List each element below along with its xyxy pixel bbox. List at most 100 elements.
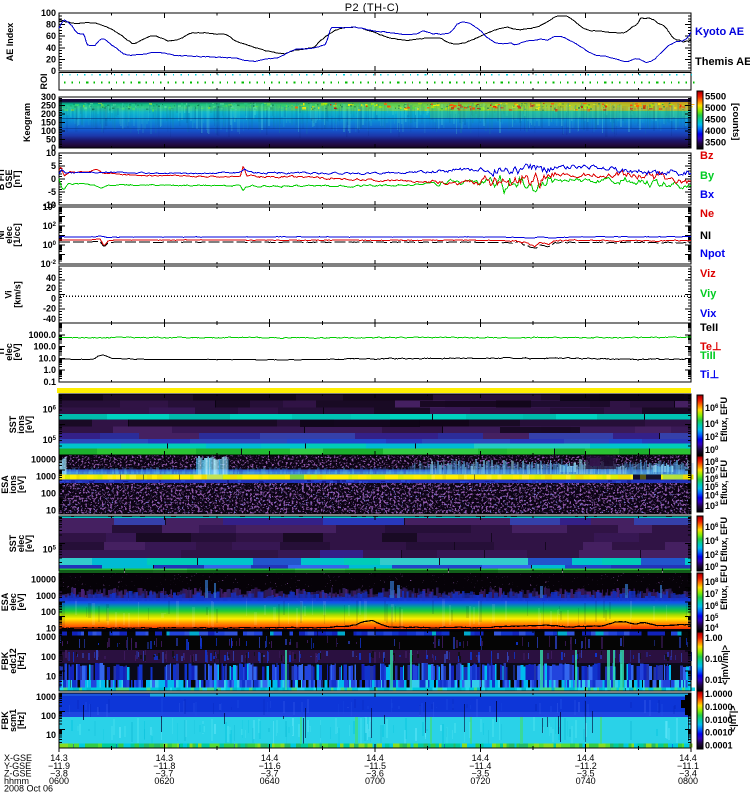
- svg-text:Bz: Bz: [700, 150, 714, 162]
- svg-text:100: 100: [41, 126, 56, 136]
- svg-text:AE Index: AE Index: [5, 23, 15, 62]
- svg-text:TeII: TeII: [700, 322, 718, 334]
- svg-text:10.0: 10.0: [38, 353, 56, 363]
- svg-text:105: 105: [43, 544, 57, 554]
- svg-text:10: 10: [46, 148, 56, 158]
- svg-text:100: 100: [43, 240, 57, 250]
- svg-text:1000: 1000: [36, 591, 56, 601]
- svg-text:0.0010: 0.0010: [705, 728, 733, 738]
- svg-text:Eflux, EFU: Eflux, EFU: [719, 565, 729, 610]
- svg-text:Eflux, EFU: Eflux, EFU: [719, 397, 729, 442]
- svg-text:14.4: 14.4: [366, 753, 384, 763]
- svg-text:−3.6: −3.6: [366, 769, 384, 779]
- svg-text:-5: -5: [48, 187, 56, 197]
- svg-text:108: 108: [705, 457, 719, 467]
- svg-text:[Hz]: [Hz]: [16, 712, 26, 729]
- svg-text:4500: 4500: [705, 115, 726, 126]
- svg-text:20: 20: [46, 283, 56, 293]
- svg-text:1000: 1000: [36, 472, 56, 482]
- svg-text:FBK: FBK: [0, 711, 10, 730]
- svg-text:Npot: Npot: [700, 248, 725, 260]
- svg-text:-20: -20: [43, 304, 56, 314]
- svg-text:−3.7: −3.7: [261, 769, 279, 779]
- svg-text:5500: 5500: [705, 92, 726, 103]
- svg-text:102: 102: [705, 432, 719, 442]
- svg-text:Ni: Ni: [0, 231, 6, 240]
- svg-text:10: 10: [46, 672, 56, 682]
- svg-text:<|mV/m|>: <|mV/m|>: [720, 645, 730, 685]
- svg-text:[eV]: [eV]: [12, 343, 22, 360]
- svg-text:TiII: TiII: [700, 350, 716, 362]
- svg-text:Bx: Bx: [700, 189, 715, 201]
- svg-text:1.00: 1.00: [705, 633, 723, 643]
- svg-text:106: 106: [705, 403, 719, 413]
- svg-text:−3.5: −3.5: [577, 769, 595, 779]
- svg-text:Viz: Viz: [700, 268, 716, 280]
- svg-text:14.4: 14.4: [577, 753, 595, 763]
- svg-text:1.0: 1.0: [43, 365, 56, 375]
- svg-text:scm1: scm1: [8, 709, 18, 732]
- svg-text:0.10: 0.10: [705, 654, 723, 664]
- svg-text:By: By: [700, 170, 715, 182]
- svg-text:0: 0: [51, 293, 56, 303]
- svg-text:5000: 5000: [705, 103, 726, 114]
- svg-text:ESA: ESA: [0, 592, 10, 611]
- svg-text:14.3: 14.3: [156, 753, 174, 763]
- svg-text:100: 100: [41, 8, 56, 18]
- svg-text:Te⊥: Te⊥: [700, 341, 722, 353]
- svg-text:Viy: Viy: [700, 288, 717, 300]
- svg-text:[nT]: [nT]: [12, 171, 22, 188]
- svg-text:−11.6: −11.6: [259, 761, 281, 771]
- svg-text:−11.2: −11.2: [575, 761, 597, 771]
- svg-text:0740: 0740: [576, 776, 596, 786]
- svg-text:0.01: 0.01: [705, 675, 723, 685]
- svg-text:Keogram: Keogram: [22, 103, 32, 142]
- svg-text:10: 10: [46, 730, 56, 740]
- svg-text:[Hz]: [Hz]: [16, 653, 26, 670]
- svg-text:-10: -10: [43, 200, 56, 210]
- svg-text:Themis AE: Themis AE: [695, 56, 750, 68]
- svg-text:14.3: 14.3: [50, 753, 68, 763]
- svg-text:[km/s]: [km/s]: [13, 281, 23, 308]
- svg-text:−11.1: −11.1: [677, 761, 699, 771]
- svg-text:1.0000: 1.0000: [705, 689, 733, 699]
- svg-text:50: 50: [46, 135, 56, 145]
- svg-text:104: 104: [705, 491, 719, 501]
- svg-text:0.0001: 0.0001: [705, 741, 733, 751]
- svg-text:Vi: Vi: [4, 290, 14, 298]
- svg-text:104: 104: [705, 536, 719, 546]
- svg-text:edc12: edc12: [8, 648, 18, 674]
- svg-text:102: 102: [705, 550, 719, 560]
- svg-text:10: 10: [46, 624, 56, 634]
- svg-text:−3.8: −3.8: [50, 769, 68, 779]
- svg-text:GSE: GSE: [4, 169, 14, 188]
- svg-text:ions: ions: [16, 415, 26, 434]
- svg-text:4000: 4000: [705, 126, 726, 137]
- svg-text:Ti⊥: Ti⊥: [700, 369, 719, 381]
- svg-text:0: 0: [51, 66, 56, 76]
- svg-text:104: 104: [705, 623, 719, 633]
- svg-text:250: 250: [41, 101, 56, 111]
- svg-text:Eflux, EFU: Eflux, EFU: [719, 517, 729, 562]
- svg-text:elec: elec: [4, 226, 14, 244]
- svg-text:[counts]: [counts]: [730, 103, 741, 140]
- svg-text:200: 200: [41, 109, 56, 119]
- svg-text:−3.5: −3.5: [471, 769, 489, 779]
- svg-text:SST: SST: [8, 534, 18, 552]
- svg-text:5: 5: [51, 161, 56, 171]
- svg-text:P2 (TH-C): P2 (TH-C): [345, 2, 400, 14]
- svg-text:100.0: 100.0: [33, 342, 56, 352]
- svg-text:14.4: 14.4: [261, 753, 279, 763]
- svg-text:40: 40: [46, 273, 56, 283]
- svg-text:2008 Oct 06: 2008 Oct 06: [4, 784, 53, 794]
- svg-text:NI: NI: [700, 230, 711, 242]
- svg-text:ESA: ESA: [0, 475, 10, 494]
- svg-text:X-GSE: X-GSE: [4, 753, 32, 763]
- svg-text:300: 300: [41, 92, 56, 102]
- svg-text:60: 60: [46, 31, 56, 41]
- svg-text:−3.4: −3.4: [679, 769, 697, 779]
- svg-text:[eV]: [eV]: [24, 416, 34, 433]
- svg-text:Vix: Vix: [700, 308, 717, 320]
- svg-text:10-2: 10-2: [41, 259, 57, 269]
- svg-text:0.1: 0.1: [43, 377, 56, 387]
